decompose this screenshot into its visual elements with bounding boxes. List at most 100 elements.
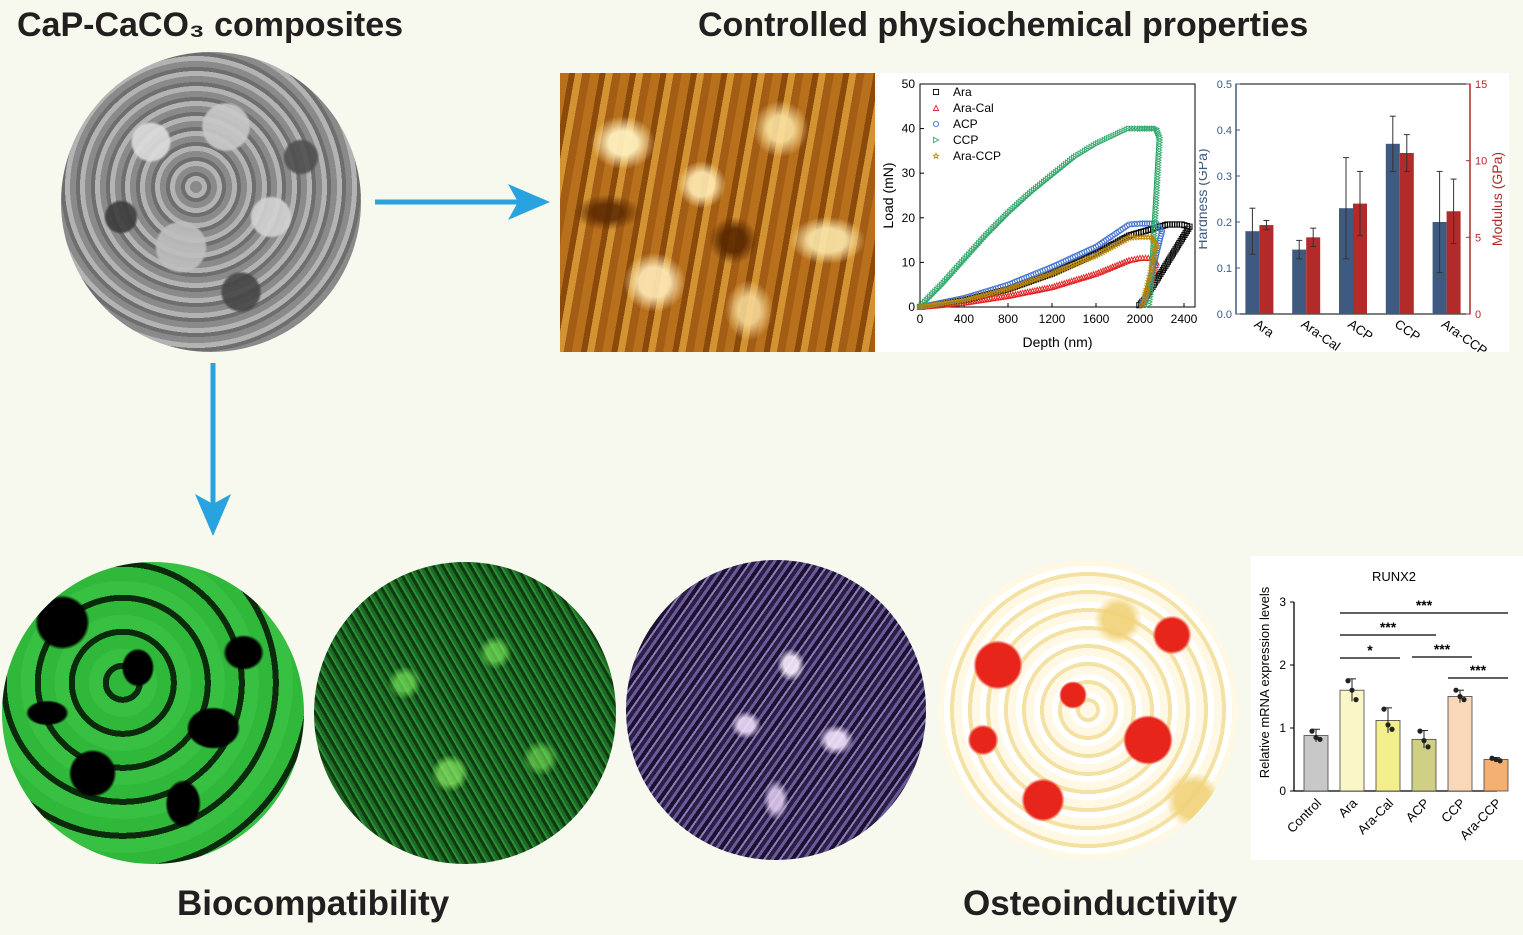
hardness-modulus-chart-panel: 0.0 0.1 0.2 0.3 0.4 0.5 0 5 10 15 Hardness (GPa) Mo… — [1194, 73, 1509, 358]
data-point — [1050, 268, 1059, 276]
data-point — [960, 256, 968, 264]
data-point — [965, 295, 973, 303]
data-point — [1309, 728, 1315, 734]
data-point — [1111, 240, 1120, 249]
data-point — [1317, 736, 1323, 742]
data-point — [1082, 255, 1091, 263]
bar — [1292, 249, 1307, 314]
data-point — [1146, 301, 1153, 308]
data-point — [1031, 275, 1040, 283]
load-depth-chart-panel: 0 400 800 1200 1600 2000 2400 0 10 20 30 40 50 Depth … — [877, 73, 1199, 352]
data-point — [1003, 211, 1010, 219]
data-point — [1381, 706, 1387, 712]
data-point — [1153, 125, 1161, 132]
data-point — [947, 271, 955, 279]
x-tick-label: 2000 — [1127, 312, 1154, 326]
x-tick-label: 1600 — [1083, 312, 1110, 326]
category-label: Control — [1284, 795, 1324, 835]
data-point — [1032, 185, 1040, 192]
bar — [1483, 759, 1509, 792]
x-tick-label: 2400 — [1171, 312, 1198, 326]
data-point — [962, 295, 971, 303]
data-point — [923, 296, 931, 304]
significance-label: * — [1367, 642, 1373, 658]
data-point — [1053, 281, 1061, 289]
data-point — [1118, 259, 1126, 267]
bar — [1339, 208, 1353, 314]
y-axis-label: Load (mN) — [880, 162, 896, 228]
data-point — [1043, 271, 1052, 279]
data-point — [1041, 271, 1049, 280]
data-point — [1118, 237, 1127, 245]
significance-label: *** — [1380, 619, 1397, 635]
data-point — [991, 223, 999, 231]
data-point — [1120, 236, 1129, 244]
data-point — [1071, 260, 1080, 268]
data-point — [918, 302, 927, 310]
data-point — [1052, 168, 1060, 176]
data-point — [1015, 199, 1023, 207]
data-point — [986, 228, 993, 236]
data-point — [967, 294, 976, 302]
right-tick-label: 5 — [1475, 232, 1481, 244]
data-point — [1385, 722, 1391, 728]
significance-label: *** — [1434, 641, 1451, 657]
data-point — [925, 301, 934, 309]
data-point — [1068, 155, 1076, 163]
data-point — [1064, 262, 1073, 271]
right-axis-label: Modulus (GPa) — [1489, 152, 1505, 246]
data-point — [1028, 188, 1036, 195]
x-tick-label: 800 — [998, 312, 1018, 326]
data-point — [969, 247, 977, 255]
legend-label: ACP — [953, 117, 978, 131]
data-point — [979, 291, 988, 299]
sem-image — [61, 52, 361, 352]
data-point — [920, 300, 927, 307]
data-point — [1040, 178, 1048, 186]
y-tick-label: 3 — [1279, 595, 1286, 609]
data-point — [944, 275, 951, 283]
data-point — [996, 218, 1004, 226]
data-point — [1100, 246, 1109, 255]
data-point — [1421, 738, 1427, 744]
data-point — [1082, 272, 1090, 280]
y-tick-label: 10 — [902, 255, 916, 269]
y-tick-label: 2 — [1279, 658, 1286, 672]
data-point — [1092, 251, 1100, 259]
data-point — [938, 281, 946, 289]
data-point — [1042, 176, 1050, 184]
data-point — [1116, 238, 1125, 246]
data-point — [1073, 275, 1080, 283]
data-point — [1058, 280, 1066, 288]
data-point — [1113, 261, 1121, 268]
data-point — [1023, 193, 1030, 200]
data-point — [1004, 210, 1012, 217]
x-tick-label: 0 — [917, 312, 924, 326]
data-point — [1106, 264, 1114, 271]
series-ara-ccp — [916, 232, 1161, 311]
x-tick-label: 400 — [954, 312, 974, 326]
data-point — [962, 254, 970, 262]
data-point — [969, 293, 978, 302]
data-point — [947, 298, 956, 306]
right-tick-label: 15 — [1475, 79, 1487, 91]
data-point — [949, 270, 956, 277]
data-point — [1038, 272, 1047, 281]
data-point — [1457, 693, 1463, 700]
data-point — [1022, 278, 1031, 286]
data-point — [942, 277, 949, 285]
data-point — [1389, 726, 1395, 732]
data-point — [1078, 257, 1086, 265]
data-point — [1063, 278, 1070, 286]
data-point — [1013, 281, 1022, 290]
bar — [1353, 203, 1367, 314]
data-point — [993, 222, 1000, 229]
data-point — [1006, 284, 1015, 292]
category-label: Ara-Cal — [1298, 316, 1343, 352]
data-point — [1034, 274, 1042, 282]
osteoinductivity-title: Osteoinductivity — [963, 884, 1238, 923]
data-point — [1139, 220, 1146, 227]
right-tick-label: 0 — [1475, 309, 1481, 321]
data-point — [1026, 189, 1034, 197]
data-point — [1096, 249, 1105, 257]
